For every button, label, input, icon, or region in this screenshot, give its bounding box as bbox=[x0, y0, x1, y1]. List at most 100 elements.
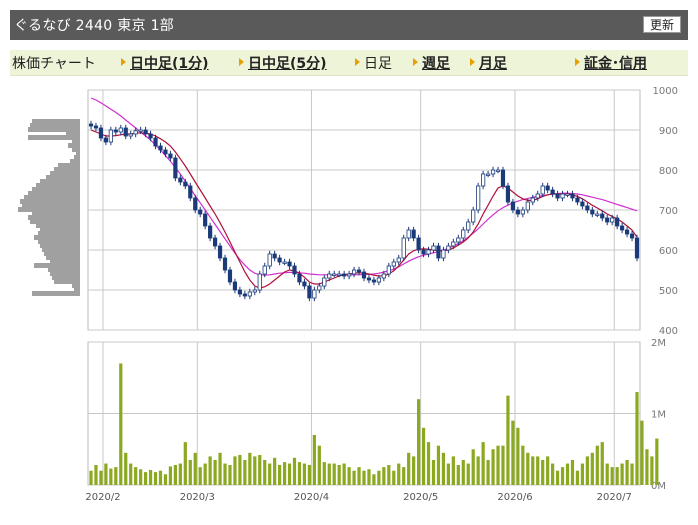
volume-bar bbox=[367, 469, 371, 485]
price-profile-bar bbox=[20, 199, 80, 204]
candle-body bbox=[421, 249, 426, 255]
volume-bar bbox=[273, 457, 277, 485]
volume-bar bbox=[163, 474, 168, 485]
volume-bar bbox=[645, 449, 649, 485]
volume-bar bbox=[412, 456, 416, 485]
nav-monthly[interactable]: 月足 bbox=[470, 53, 507, 73]
price-profile-bar bbox=[36, 223, 80, 228]
volume-bar bbox=[541, 459, 545, 485]
volume-bar bbox=[278, 464, 282, 485]
volume-bar bbox=[183, 442, 187, 485]
nav-daily: 日足 bbox=[355, 53, 392, 73]
arrow-icon bbox=[239, 58, 244, 66]
candle-body bbox=[634, 237, 640, 259]
nav-intraday-5min[interactable]: 日中足(5分) bbox=[239, 53, 327, 73]
candle-body bbox=[113, 129, 118, 133]
volume-bar bbox=[302, 463, 307, 485]
nav-weekly-label: 週足 bbox=[422, 56, 450, 72]
volume-tick-label: 2M bbox=[651, 338, 666, 349]
price-profile-bar bbox=[72, 147, 80, 152]
x-tick-label: 2020/6 bbox=[497, 492, 532, 503]
price-profile-bar bbox=[28, 135, 80, 140]
candle-body bbox=[193, 197, 198, 211]
candle-body bbox=[203, 213, 208, 227]
price-profile-bar bbox=[70, 159, 80, 164]
price-tick-label: 1000 bbox=[653, 86, 678, 97]
candle-body bbox=[366, 277, 372, 281]
candle-body bbox=[371, 279, 377, 283]
volume-bar bbox=[109, 468, 113, 485]
candle-body bbox=[391, 261, 396, 267]
candle-body bbox=[148, 133, 153, 139]
volume-bar bbox=[233, 456, 237, 485]
volume-bar bbox=[461, 459, 465, 485]
candle-body bbox=[118, 127, 123, 133]
volume-bar bbox=[501, 445, 505, 485]
title-bar: ぐるなび 2440 東京 1部 更新 bbox=[10, 10, 688, 40]
price-profile-bar bbox=[40, 179, 80, 184]
volume-bar bbox=[347, 467, 351, 485]
price-profile-bar bbox=[66, 131, 80, 136]
price-profile-bar bbox=[32, 119, 80, 124]
volume-bar bbox=[89, 470, 93, 485]
volume-bar bbox=[104, 463, 108, 485]
candle-body bbox=[292, 265, 297, 275]
candle-body bbox=[302, 281, 307, 287]
candle-body bbox=[624, 229, 630, 235]
price-profile-bar bbox=[24, 195, 80, 200]
price-profile-bar bbox=[50, 271, 80, 276]
candle-body bbox=[312, 289, 317, 299]
volume-bar bbox=[600, 442, 604, 485]
volume-bar bbox=[426, 442, 431, 485]
volume-bar bbox=[595, 445, 599, 485]
candle-body bbox=[386, 265, 391, 275]
candle-body bbox=[158, 145, 163, 151]
candle-body bbox=[575, 197, 580, 203]
price-profile-bar bbox=[38, 231, 80, 236]
candle-body bbox=[451, 241, 456, 247]
price-tick-label: 400 bbox=[659, 326, 678, 337]
candle-body bbox=[605, 217, 610, 223]
volume-bar bbox=[253, 456, 257, 485]
candle-body bbox=[168, 153, 173, 159]
candle-body bbox=[337, 273, 342, 276]
refresh-button[interactable]: 更新 bbox=[642, 16, 681, 33]
price-profile-bar bbox=[72, 139, 80, 144]
nav-intraday-1min[interactable]: 日中足(1分) bbox=[121, 53, 209, 73]
candle-body bbox=[183, 181, 188, 187]
volume-bar bbox=[357, 467, 361, 485]
volume-bar bbox=[327, 463, 331, 485]
candle-body bbox=[436, 245, 441, 259]
price-profile-bar bbox=[18, 207, 80, 212]
price-profile-bar bbox=[32, 211, 80, 216]
nav-margin-label: 証金･信用 bbox=[584, 56, 647, 72]
price-profile-bar bbox=[30, 123, 80, 128]
volume-bar bbox=[555, 470, 560, 485]
candle-body bbox=[411, 229, 416, 239]
candle-body bbox=[565, 193, 570, 196]
arrow-icon bbox=[575, 58, 580, 66]
candle-body bbox=[108, 129, 113, 143]
volume-bar bbox=[446, 463, 450, 485]
price-tick-label: 600 bbox=[659, 246, 678, 257]
candle-body bbox=[262, 265, 267, 275]
candle-body bbox=[307, 285, 312, 299]
volume-tick-label: 0M bbox=[651, 481, 666, 492]
volume-bar bbox=[119, 363, 123, 485]
chart-nav-label: 株価チャート bbox=[12, 56, 96, 72]
volume-bar bbox=[312, 434, 316, 485]
nav-margin[interactable]: 証金･信用 bbox=[575, 53, 647, 73]
candle-body bbox=[317, 285, 322, 291]
candle-body bbox=[342, 273, 347, 277]
volume-bar bbox=[129, 463, 133, 485]
x-tick-label: 2020/4 bbox=[294, 492, 329, 503]
price-profile-bar bbox=[54, 279, 80, 284]
volume-bar bbox=[94, 464, 98, 485]
candle-body bbox=[585, 205, 590, 211]
nav-weekly[interactable]: 週足 bbox=[413, 53, 450, 73]
volume-bar bbox=[387, 464, 391, 485]
candle-body bbox=[530, 197, 535, 203]
candle-body bbox=[495, 169, 501, 172]
volume-bar bbox=[248, 452, 252, 485]
